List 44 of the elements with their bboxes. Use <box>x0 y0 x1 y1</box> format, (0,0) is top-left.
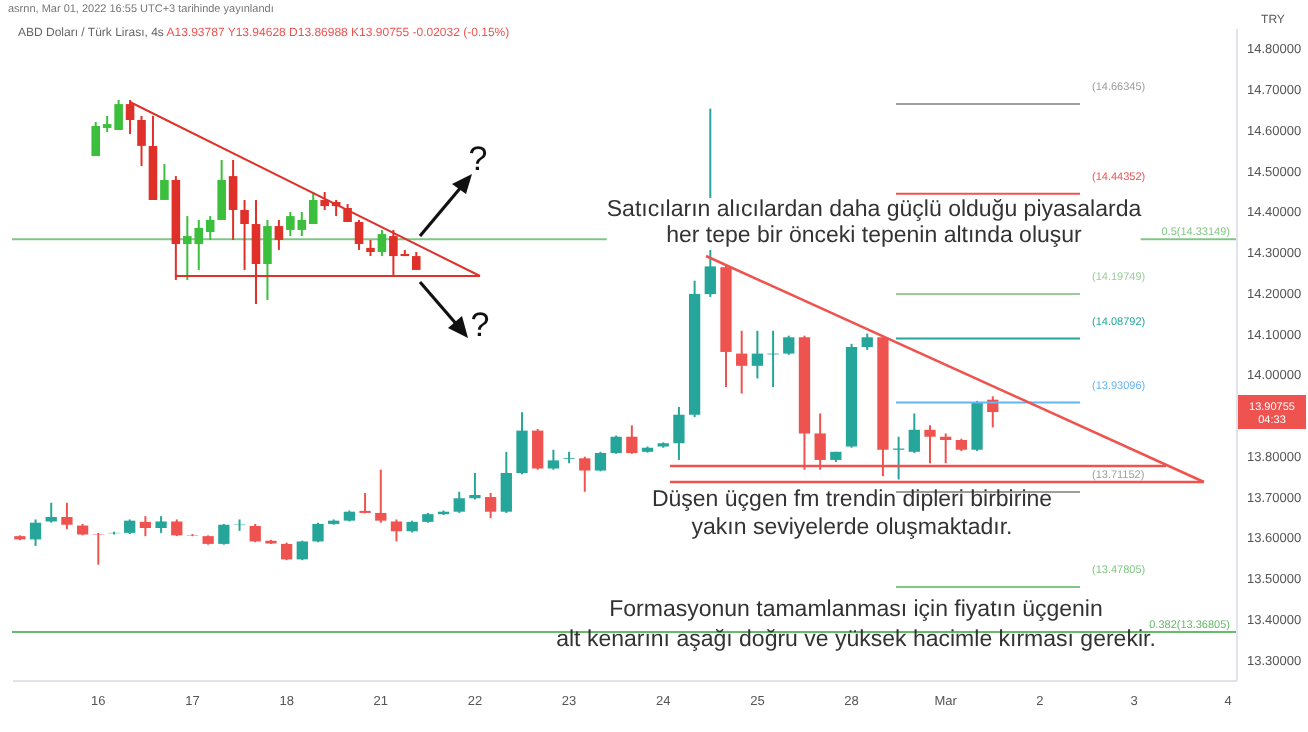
annotation: Satıcıların alıcılardan daha güçlü olduğu piyasalarda her tepe bir önceki tepenin altında oluşur <box>606 198 1142 250</box>
candlestick <box>251 198 261 304</box>
candlestick <box>263 218 272 301</box>
candlestick <box>359 491 371 515</box>
candlestick <box>908 412 920 455</box>
candlestick <box>532 427 544 471</box>
candlestick <box>610 434 622 455</box>
candlestick <box>390 518 403 543</box>
candlestick <box>137 114 146 168</box>
candlestick <box>274 218 284 251</box>
candlestick <box>751 329 764 380</box>
annotation: ? <box>468 140 488 180</box>
candlestick <box>228 158 238 241</box>
candlestick <box>500 450 512 514</box>
candlestick <box>783 334 795 356</box>
candlestick <box>516 411 528 476</box>
candlestick <box>249 522 261 544</box>
candlestick <box>626 424 638 455</box>
candlestick <box>61 501 73 531</box>
candlestick <box>125 100 135 136</box>
candlestick <box>673 405 685 461</box>
candlestick <box>233 518 246 532</box>
candlestick <box>469 471 481 501</box>
candlestick <box>160 163 169 201</box>
candlestick <box>484 491 497 520</box>
candlestick <box>354 218 364 251</box>
candlestick <box>139 515 152 538</box>
annotation: ? <box>470 306 490 346</box>
candlestick <box>453 490 465 514</box>
candlestick <box>377 228 387 258</box>
candlestick <box>579 455 591 493</box>
candlestick <box>217 158 226 221</box>
candlestick <box>814 412 826 471</box>
candlestick <box>924 424 936 465</box>
candlestick <box>736 329 748 395</box>
candlestick <box>971 399 983 452</box>
candlestick <box>547 448 560 471</box>
candlestick <box>218 522 230 546</box>
candlestick <box>92 531 104 566</box>
candlestick <box>240 198 249 271</box>
candlestick <box>312 521 324 544</box>
annotation: Düşen üçgen fm trendin dipleri birbirine yakın seviyelerde oluşmaktadır. <box>651 486 1053 542</box>
candlestick <box>29 518 42 547</box>
candlestick <box>375 468 387 524</box>
